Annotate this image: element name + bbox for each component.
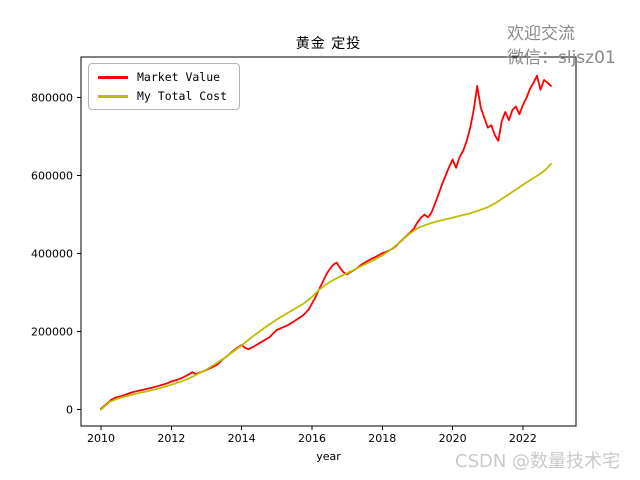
legend-line-swatch — [98, 75, 128, 79]
legend-label: My Total Cost — [137, 89, 228, 103]
y-tick-label: 800000 — [31, 92, 73, 105]
chart-title: 黄金 定投 — [295, 36, 362, 52]
y-tick-label: 0 — [66, 404, 73, 417]
x-tick-label: 2010 — [87, 432, 115, 445]
series-line-my-total-cost — [100, 162, 552, 411]
legend-entry-my-total-cost: My Total Cost — [98, 89, 227, 103]
series-line-market-value — [100, 74, 552, 410]
x-tick-label: 2018 — [368, 432, 396, 445]
x-tick-label: 2016 — [298, 432, 326, 445]
axes-frame — [80, 56, 577, 427]
legend-label: Market Value — [137, 70, 221, 84]
chart-legend: Market Value My Total Cost — [88, 63, 241, 110]
watermark-line-2: 微信：sljsz01 — [507, 48, 616, 68]
y-tick-label: 200000 — [31, 326, 73, 339]
watermark-bottom-right: CSDN @数量技术宅 — [455, 451, 621, 472]
legend-line-swatch — [98, 94, 128, 98]
x-tick-label: 2014 — [228, 432, 256, 445]
watermark-top-right: 欢迎交流 微信：sljsz01 — [507, 22, 640, 70]
x-tick-label: 2020 — [439, 432, 467, 445]
y-tick-label: 600000 — [31, 170, 73, 183]
x-axis-label: year — [316, 450, 341, 463]
y-tick-label: 400000 — [31, 248, 73, 261]
watermark-line-1: 欢迎交流 — [507, 24, 575, 44]
x-tick-label: 2022 — [509, 432, 537, 445]
legend-entry-market-value: Market Value — [98, 70, 227, 84]
x-tick-label: 2012 — [157, 432, 185, 445]
